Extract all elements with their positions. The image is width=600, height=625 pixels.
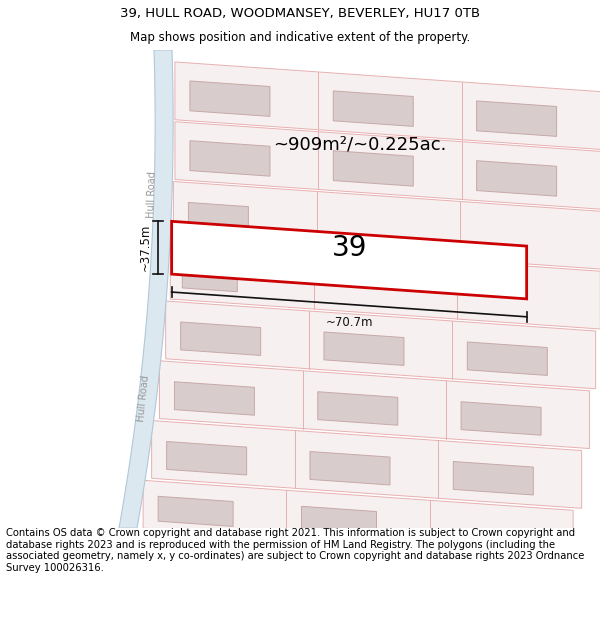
Polygon shape [172,221,527,299]
Polygon shape [476,101,557,136]
Text: 39: 39 [331,234,367,262]
Polygon shape [158,496,233,526]
Polygon shape [310,451,390,485]
Polygon shape [333,91,413,126]
Polygon shape [181,322,260,356]
Polygon shape [175,382,254,415]
Text: ~909m²/~0.225ac.: ~909m²/~0.225ac. [274,136,446,154]
Polygon shape [188,202,248,234]
Polygon shape [160,361,589,449]
Text: Hull Road: Hull Road [146,171,158,218]
Polygon shape [175,122,600,209]
Text: 39, HULL ROAD, WOODMANSEY, BEVERLEY, HU17 0TB: 39, HULL ROAD, WOODMANSEY, BEVERLEY, HU1… [120,8,480,21]
Polygon shape [143,480,573,558]
Text: ~37.5m: ~37.5m [139,224,152,271]
Polygon shape [476,161,557,196]
Polygon shape [167,441,247,475]
Polygon shape [170,241,600,329]
Polygon shape [301,506,376,536]
Polygon shape [454,461,533,495]
Text: Contains OS data © Crown copyright and database right 2021. This information is : Contains OS data © Crown copyright and d… [6,528,584,573]
Text: Hull Road: Hull Road [136,375,151,423]
Polygon shape [467,342,547,376]
Polygon shape [333,151,413,186]
Polygon shape [461,402,541,435]
Polygon shape [182,264,238,292]
Polygon shape [175,62,600,150]
Text: ~70.7m: ~70.7m [325,316,373,329]
Polygon shape [318,392,398,425]
Polygon shape [190,81,270,116]
Polygon shape [324,332,404,366]
Polygon shape [173,181,600,269]
Polygon shape [166,301,596,389]
Polygon shape [190,141,270,176]
Text: Map shows position and indicative extent of the property.: Map shows position and indicative extent… [130,31,470,44]
Polygon shape [152,421,581,508]
Polygon shape [119,50,173,528]
